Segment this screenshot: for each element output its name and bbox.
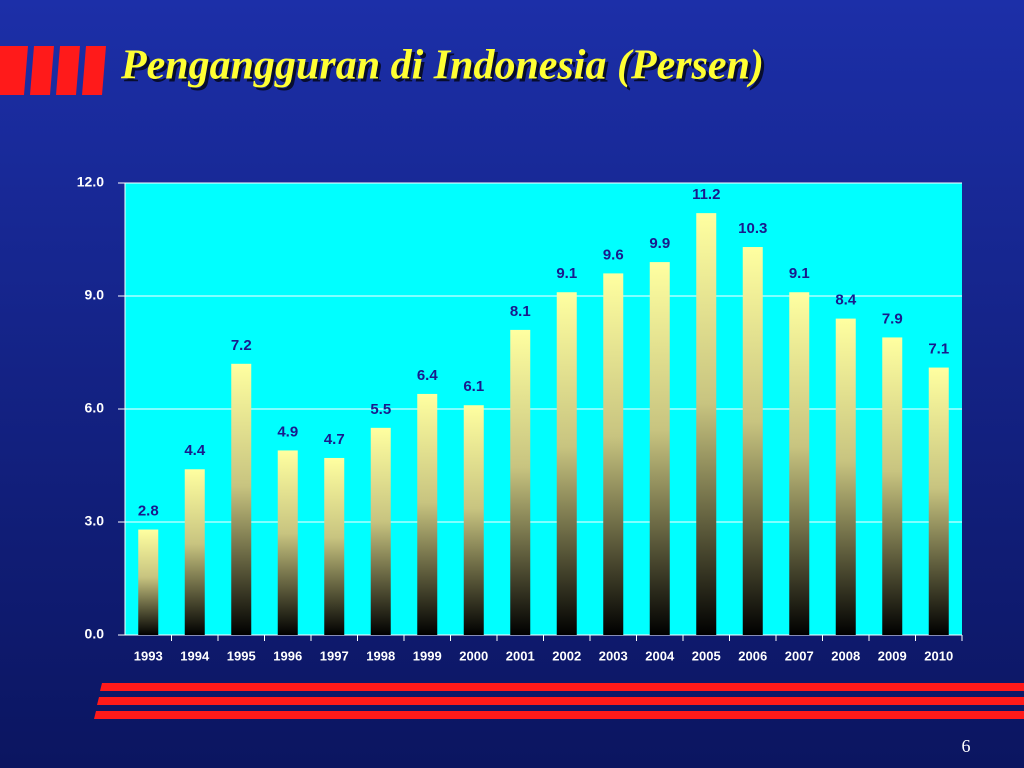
value-label: 9.1	[789, 265, 810, 282]
value-label: 9.9	[649, 235, 670, 252]
value-label: 8.4	[835, 292, 857, 309]
y-tick-label: 12.0	[77, 174, 104, 190]
value-label: 8.1	[510, 303, 531, 320]
x-tick-label: 2003	[599, 648, 628, 663]
x-tick-label: 2004	[645, 648, 675, 663]
bar	[649, 262, 670, 635]
page-number: 6	[962, 736, 971, 756]
value-label: 6.1	[463, 378, 484, 395]
x-tick-label: 1994	[180, 648, 210, 663]
x-tick-label: 1993	[134, 648, 163, 663]
bar	[417, 393, 438, 635]
bar	[138, 529, 159, 635]
bar	[928, 367, 949, 635]
value-label: 10.3	[738, 220, 767, 237]
value-label: 9.6	[603, 246, 624, 263]
x-tick-label: 2005	[692, 648, 721, 663]
x-tick-label: 2009	[878, 648, 907, 663]
bar	[324, 457, 345, 635]
value-label: 4.4	[184, 442, 206, 459]
value-label: 7.1	[928, 341, 949, 358]
bar	[742, 247, 763, 636]
chart-title: Pengangguran di Indonesia (Persen)	[120, 43, 764, 89]
title-shadow: Pengangguran di Indonesia (Persen)	[123, 46, 767, 92]
x-tick-label: 2001	[506, 648, 535, 663]
value-label: 7.9	[882, 310, 903, 327]
y-tick-label: 0.0	[85, 626, 105, 642]
bar	[603, 273, 624, 635]
value-label: 4.7	[324, 431, 345, 448]
y-tick-label: 3.0	[85, 513, 105, 529]
value-label: 6.4	[417, 367, 439, 384]
value-label: 9.1	[556, 265, 577, 282]
bar	[277, 450, 298, 635]
bar	[510, 329, 531, 635]
x-tick-label: 2000	[459, 648, 488, 663]
x-tick-label: 1997	[320, 648, 349, 663]
x-tick-label: 1996	[273, 648, 302, 663]
bar	[184, 469, 205, 635]
bar	[835, 318, 856, 635]
x-tick-label: 1999	[413, 648, 442, 663]
bar	[789, 292, 810, 635]
x-tick-label: 2010	[924, 648, 953, 663]
y-tick-label: 6.0	[85, 400, 105, 416]
x-tick-label: 2006	[738, 648, 767, 663]
value-label: 4.9	[277, 423, 298, 440]
bar	[370, 427, 391, 635]
value-label: 7.2	[231, 337, 252, 354]
x-tick-label: 2007	[785, 648, 814, 663]
x-tick-label: 1998	[366, 648, 395, 663]
y-tick-label: 9.0	[85, 287, 105, 303]
logo-bars	[0, 46, 106, 95]
bar	[882, 337, 903, 635]
bar	[556, 292, 577, 635]
footer-stripes	[94, 683, 1024, 719]
bar	[463, 405, 484, 635]
x-tick-label: 1995	[227, 648, 256, 663]
value-label: 2.8	[138, 503, 159, 520]
x-tick-label: 2002	[552, 648, 581, 663]
bar	[696, 213, 717, 635]
bar	[231, 363, 252, 635]
x-tick-label: 2008	[831, 648, 860, 663]
value-label: 5.5	[370, 401, 391, 418]
value-label: 11.2	[692, 186, 720, 203]
